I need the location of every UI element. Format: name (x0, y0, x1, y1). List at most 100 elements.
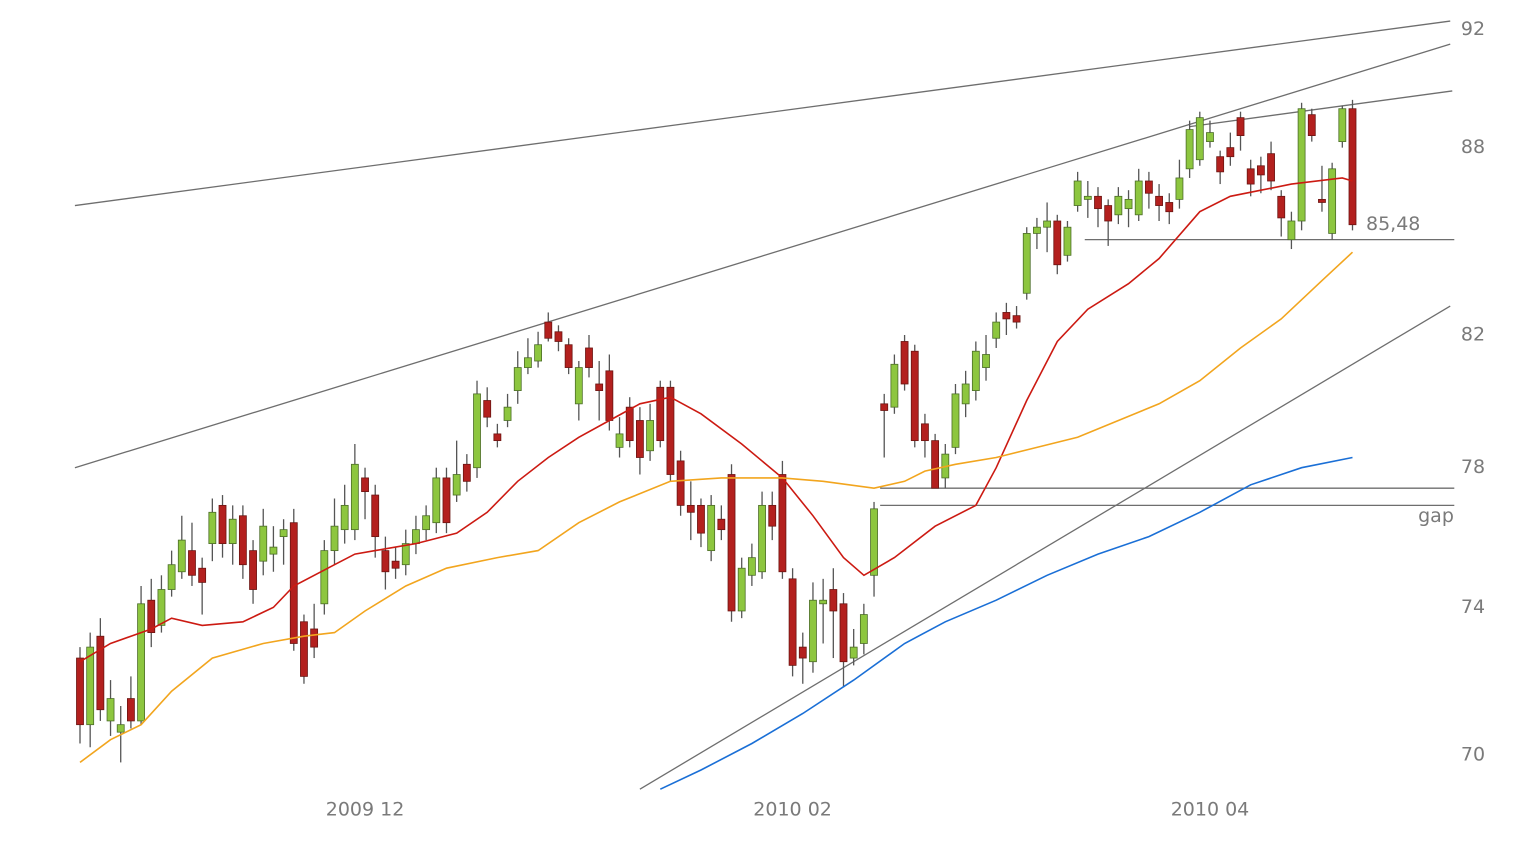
gap-label: gap (1418, 505, 1454, 527)
candle-body (157, 589, 166, 626)
candle-body (1053, 220, 1062, 266)
candle-body (106, 698, 115, 722)
candle-body (534, 344, 542, 362)
candle-body (279, 529, 288, 538)
candle-body (676, 460, 685, 506)
candle-body (412, 529, 420, 545)
candle-body (1206, 132, 1214, 143)
candle-body (1104, 205, 1113, 222)
candle-body (1328, 168, 1337, 234)
candle-body (1012, 315, 1021, 323)
candle-body (992, 321, 1001, 339)
candle-body (147, 599, 156, 633)
candle-body (1063, 226, 1072, 256)
candle-body (1134, 180, 1143, 216)
candle-body (432, 477, 441, 524)
candle-body (127, 698, 135, 722)
candle-body (1338, 108, 1347, 143)
candle-body (1145, 180, 1153, 194)
candle-body (1246, 168, 1255, 185)
trend-line (639, 305, 1451, 790)
candle-body (137, 603, 145, 722)
candle-body (585, 347, 593, 368)
candle-body (595, 383, 604, 391)
candle-body (768, 504, 777, 527)
candle-body (1083, 195, 1092, 200)
candle-body (340, 504, 349, 531)
candle-body (1114, 195, 1123, 216)
candle-body (1124, 198, 1133, 210)
candle-body (462, 463, 471, 482)
candle-body (320, 550, 329, 605)
candle-body (1094, 195, 1102, 210)
candle-body (544, 321, 553, 339)
candle-body (788, 578, 797, 666)
candle-body (401, 543, 410, 566)
price-label: 85,48 (1366, 213, 1420, 235)
candle-body (717, 518, 726, 531)
candle-body (646, 420, 654, 452)
candle-body (1022, 233, 1031, 294)
x-tick-label: 2010 02 (753, 799, 832, 821)
candle-body (188, 550, 196, 576)
candle-body (1185, 129, 1194, 170)
candle-body (819, 599, 828, 605)
candle-body (859, 614, 868, 644)
candle-body (625, 406, 634, 442)
candle-body (1236, 117, 1245, 136)
candle-body (605, 370, 614, 421)
candle-body (931, 440, 940, 489)
y-tick-label: 78 (1461, 456, 1485, 478)
candle-body (839, 603, 848, 663)
candle-body (666, 386, 675, 475)
candle-body (737, 567, 746, 612)
candle-body (1297, 108, 1306, 222)
candle-body (1226, 147, 1235, 158)
candle-body (493, 433, 502, 442)
x-tick-label: 2010 04 (1171, 799, 1250, 821)
candle-body (809, 599, 817, 663)
candle-body (961, 383, 970, 405)
candle-body (198, 567, 207, 583)
candle-body (1195, 117, 1204, 161)
y-tick-label: 74 (1461, 596, 1485, 618)
trend-line (74, 43, 1451, 469)
trend-line (1189, 90, 1453, 128)
candle-body (921, 423, 929, 442)
y-tick-label: 88 (1461, 136, 1485, 158)
candle-body (849, 646, 858, 659)
candle-body (116, 724, 125, 733)
candle-body (1307, 114, 1316, 136)
candle-body (727, 474, 736, 612)
candle-body (76, 657, 84, 726)
candle-body (259, 525, 268, 562)
candle-body (1287, 220, 1296, 241)
candle-body (870, 508, 878, 576)
moving-average (79, 177, 1353, 663)
candle-body (1033, 226, 1041, 234)
candle-body (350, 463, 359, 531)
y-tick-label: 92 (1461, 18, 1485, 40)
candle-body (758, 504, 766, 573)
candle-body (910, 350, 919, 442)
candle-body (564, 344, 573, 368)
candle-body (289, 522, 298, 644)
candle-body (442, 477, 451, 524)
candle-body (1165, 202, 1174, 213)
candle-body (1216, 156, 1225, 173)
candle-body (524, 357, 532, 368)
candle-body (1002, 312, 1011, 320)
candle-body (228, 518, 237, 545)
candle-body (574, 367, 583, 405)
candle-body (747, 557, 756, 576)
candle-body (452, 474, 461, 496)
candle-body (238, 515, 247, 566)
candle-body (1175, 177, 1184, 200)
candle-body (697, 504, 705, 534)
candle-body (951, 393, 960, 448)
candle-body (208, 511, 217, 545)
candle-body (371, 494, 380, 538)
candle-body (707, 504, 716, 552)
candle-body (1318, 198, 1326, 203)
